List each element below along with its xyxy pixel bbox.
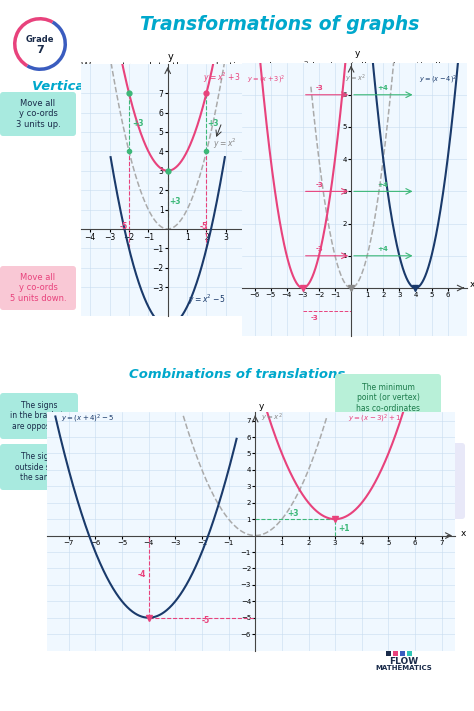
Text: Move all
x co-ords
4 units right.: Move all x co-ords 4 units right.	[397, 209, 446, 239]
Text: $y = x^2 + 3$: $y = x^2 + 3$	[202, 71, 241, 85]
FancyBboxPatch shape	[407, 624, 412, 656]
Text: x: x	[264, 222, 269, 232]
FancyBboxPatch shape	[386, 644, 391, 656]
Text: +1: +1	[338, 523, 349, 533]
FancyBboxPatch shape	[335, 374, 441, 432]
Text: Grade: Grade	[26, 36, 54, 45]
Circle shape	[13, 17, 67, 71]
Text: The signs
in the brackets
are opposites.: The signs in the brackets are opposites.	[10, 401, 68, 431]
Text: +4: +4	[377, 246, 388, 252]
Text: Move all
y co-ords
5 units down.: Move all y co-ords 5 units down.	[9, 273, 66, 303]
Text: Move all
y co-ords
3 units up.: Move all y co-ords 3 units up.	[16, 99, 60, 129]
Text: 7: 7	[36, 45, 44, 55]
Text: The signs
in the brackets
are opposites.: The signs in the brackets are opposites.	[320, 214, 372, 234]
Text: -3: -3	[311, 315, 319, 321]
FancyBboxPatch shape	[0, 92, 76, 136]
Text: MATHEMATICS: MATHEMATICS	[375, 665, 432, 671]
Text: x: x	[460, 530, 466, 538]
Text: The minimum
point (or vertex)
has co-ordinates
(-4, -5): The minimum point (or vertex) has co-ord…	[277, 525, 341, 565]
Text: The signs
outside stay
the same.: The signs outside stay the same.	[16, 452, 63, 482]
Text: -5: -5	[119, 222, 128, 231]
Text: $y = x^2 - 5$: $y = x^2 - 5$	[188, 292, 226, 307]
Text: Move all
x co-ords
3 units left.: Move all x co-ords 3 units left.	[250, 209, 294, 239]
FancyBboxPatch shape	[381, 202, 462, 246]
FancyBboxPatch shape	[393, 639, 398, 656]
Text: Combinations of translations: Combinations of translations	[129, 368, 345, 380]
FancyBboxPatch shape	[254, 516, 365, 574]
Text: -5: -5	[202, 616, 210, 625]
FancyBboxPatch shape	[0, 393, 78, 439]
FancyBboxPatch shape	[0, 266, 76, 310]
Text: -5: -5	[200, 222, 208, 231]
FancyBboxPatch shape	[400, 632, 405, 656]
Wedge shape	[27, 21, 67, 71]
Text: x: x	[470, 280, 474, 289]
Text: $y = (x+4)^2 - 5$: $y = (x+4)^2 - 5$	[61, 412, 114, 424]
Text: -4: -4	[138, 570, 146, 579]
Text: y: y	[354, 49, 360, 58]
FancyBboxPatch shape	[234, 202, 310, 246]
Text: +4: +4	[377, 85, 388, 91]
Text: The minimum
point (or vertex)
has co-ordinates
(3, 1): The minimum point (or vertex) has co-ord…	[356, 383, 420, 423]
Text: +3: +3	[287, 509, 299, 518]
Text: $y = (x+3)^2$: $y = (x+3)^2$	[246, 74, 285, 86]
Text: +3: +3	[132, 119, 144, 128]
Text: Transformations of graphs: Transformations of graphs	[140, 14, 419, 33]
Text: -3: -3	[316, 85, 323, 91]
Wedge shape	[13, 17, 54, 68]
Text: Horizontal translations: Horizontal translations	[259, 80, 431, 94]
FancyBboxPatch shape	[309, 202, 383, 246]
FancyBboxPatch shape	[0, 444, 78, 490]
Text: y: y	[168, 52, 173, 62]
Text: $y = (x-4)^2$: $y = (x-4)^2$	[419, 74, 457, 86]
Text: -3: -3	[316, 246, 323, 252]
Text: +4: +4	[377, 181, 388, 188]
FancyBboxPatch shape	[357, 443, 465, 519]
Text: $y = x^2$: $y = x^2$	[213, 137, 237, 151]
Text: $y = (x-3)^2 + 1$: $y = (x-3)^2 + 1$	[348, 412, 402, 424]
Text: +3: +3	[208, 119, 219, 128]
Text: $y = x^2$: $y = x^2$	[345, 73, 365, 85]
Text: FLOW: FLOW	[390, 656, 419, 665]
Text: We can translate the quadratic graph $y = x^2$ horizontally and vertically.: We can translate the quadratic graph $y …	[80, 59, 451, 75]
Text: Vertical translations: Vertical translations	[32, 80, 184, 94]
Text: -3: -3	[316, 181, 323, 188]
Text: +3: +3	[170, 197, 181, 205]
Text: $y = x^2$: $y = x^2$	[261, 412, 283, 424]
Text: Note
Reflections will
be covered in
our functions
revision guide!: Note Reflections will be covered in our …	[382, 456, 440, 506]
Text: y: y	[259, 402, 264, 411]
